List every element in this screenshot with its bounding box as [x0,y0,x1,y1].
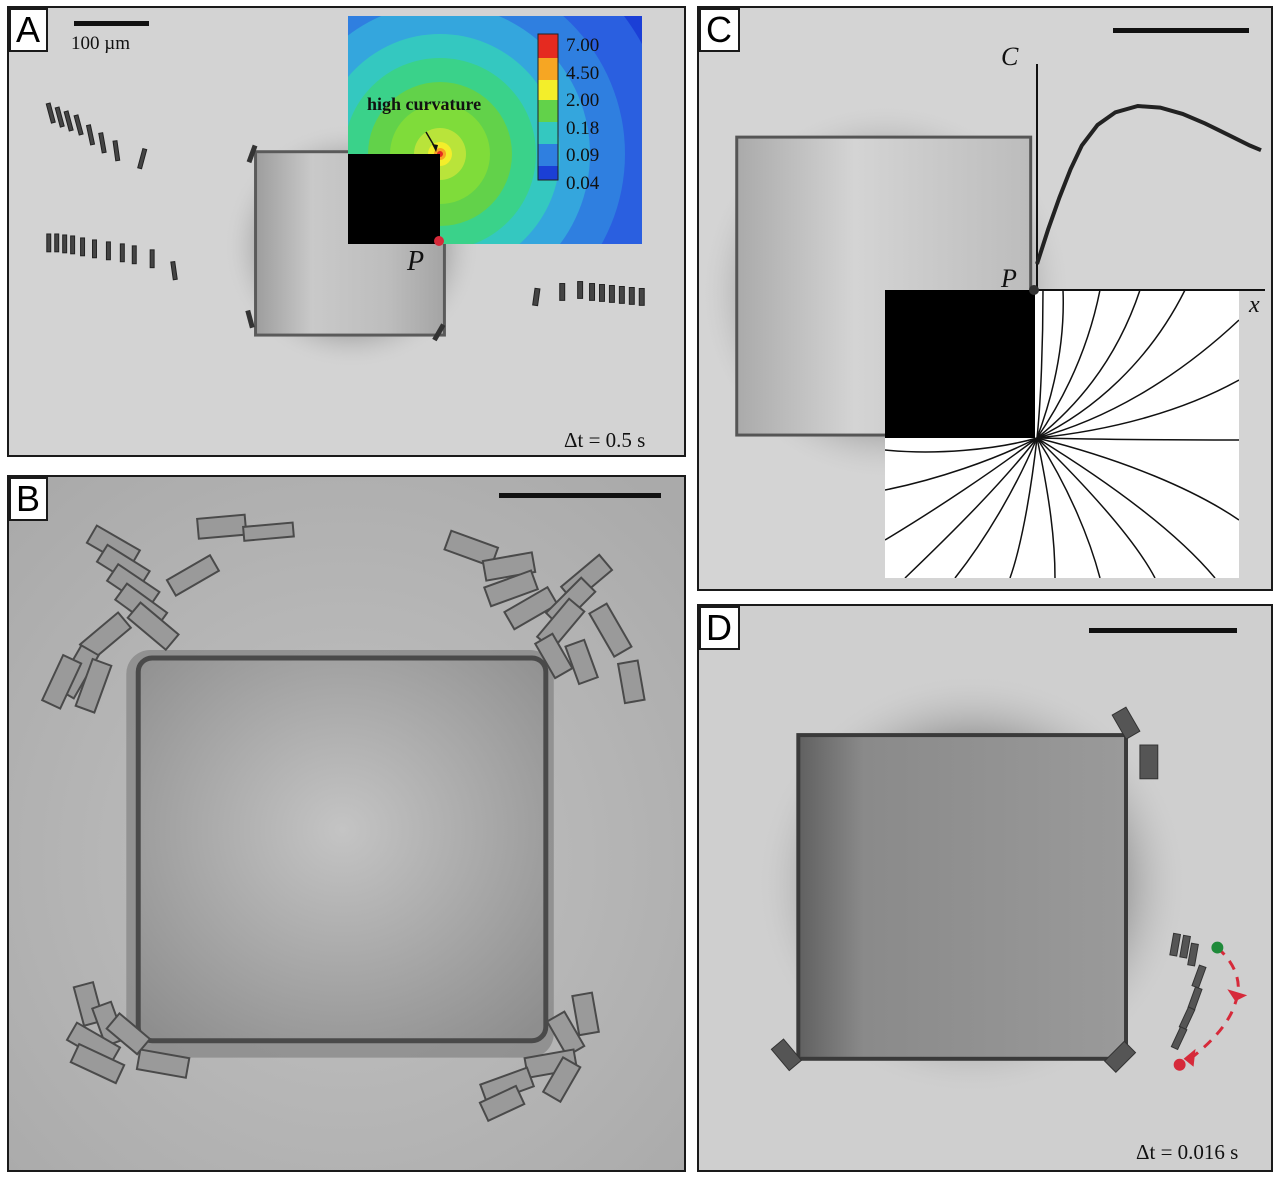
panel-d-micrograph [699,606,1271,1170]
trajectory [1173,941,1248,1071]
time-step: Δt = 0.016 s [1136,1140,1239,1164]
panel-c-label: C [699,8,740,52]
panel-b-micrograph [9,477,684,1170]
point-p-label: P [1001,264,1017,293]
start-marker [1211,941,1224,954]
panel-b-label: B [9,477,49,521]
rods-top-right [443,529,646,705]
scale-bar [1113,28,1249,33]
panel-b: B [7,475,686,1172]
end-marker [1173,1058,1186,1071]
concentration-curve [1035,103,1262,265]
colorbar-tick: 0.04 [566,172,600,194]
panel-a: A 100 µm [7,6,686,457]
scale-bar-text: 100 µm [71,33,130,54]
colorbar-ticks: 7.00 4.50 2.00 0.18 0.09 0.04 [566,32,599,197]
rod-chain [1169,932,1207,1051]
colorbar-tick: 7.00 [566,35,600,56]
panel-c: C C x [697,6,1273,591]
rods-corners [245,144,446,342]
streamlines [885,290,1239,578]
colorbar-tick: 0.09 [566,145,600,166]
rods-left-top [45,102,148,170]
concentration-profile-plot [1035,64,1265,291]
high-curvature-annotation: high curvature [367,94,482,114]
time-step: Δt = 0.5 s [564,428,646,452]
rods-corners [770,706,1159,1073]
panel-d-label: D [699,606,740,650]
rods-right [532,281,645,307]
rods-bottom-left [65,980,191,1085]
x-axis-label: x [1249,292,1260,318]
colorbar-tick: 4.50 [566,62,600,84]
point-p-marker [1029,285,1039,295]
scale-bar [499,493,661,498]
colorbar-tick: 0.18 [566,117,600,139]
panel-a-label: A [9,8,49,52]
colorbar-tick: 2.00 [566,90,600,111]
rods-top-left [40,513,295,714]
point-p-label: P [407,246,425,277]
scale-bar [1089,628,1237,633]
concentration-inset [348,16,642,244]
rods-left-middle [46,233,178,281]
rods-bottom-right [478,991,600,1123]
colorbar [537,33,559,181]
point-p-marker [434,236,444,246]
streamline-inset [885,290,1239,578]
scale-bar [74,21,149,26]
panel-d: D Δt = 0.016 s [697,604,1273,1172]
y-axis-label: C [1001,42,1019,71]
